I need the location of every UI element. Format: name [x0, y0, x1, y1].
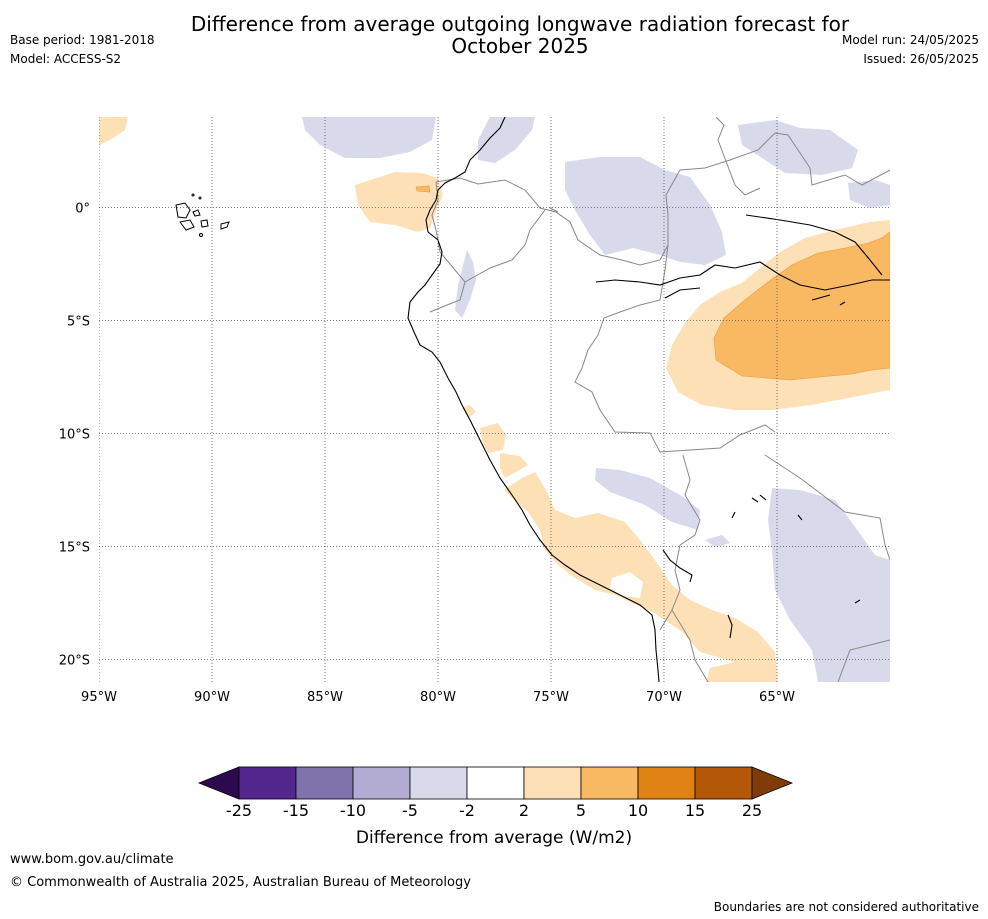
latitude-labels: 0° 5°S 10°S 15°S 20°S — [59, 201, 90, 668]
positive-anomaly-strong-regions — [415, 185, 890, 381]
galapagos-islands — [175, 193, 230, 237]
coastlines — [407, 117, 890, 682]
colorbar-swatch — [352, 766, 411, 800]
colorbar-tick-label: 5 — [576, 801, 586, 820]
model-name: Model: ACCESS-S2 — [10, 52, 122, 66]
longitude-label: 85°W — [307, 690, 343, 705]
map-title: Difference from average outgoing longwav… — [0, 13, 988, 57]
colorbar-tick-label: -10 — [340, 801, 366, 820]
title-line-1: Difference from average outgoing longwav… — [190, 12, 850, 36]
colorbar-tick-label: 15 — [685, 801, 705, 820]
negative-anomaly-regions — [302, 117, 890, 682]
longitude-label: 70°W — [646, 690, 682, 705]
colorbar-swatch — [295, 766, 354, 800]
latitude-label: 5°S — [67, 314, 90, 329]
copyright-text: © Commonwealth of Australia 2025, Austra… — [10, 875, 471, 890]
colorbar-tick-label: 25 — [742, 801, 762, 820]
latitude-label: 20°S — [59, 653, 90, 668]
colorbar-swatch — [466, 766, 525, 800]
colorbar-swatch — [694, 766, 753, 800]
title-line-2: October 2025 — [451, 34, 589, 58]
colorbar-swatch — [637, 766, 696, 800]
longitude-label: 80°W — [420, 690, 456, 705]
colorbar-tick-label: -15 — [283, 801, 309, 820]
colorbar-tick-label: -25 — [226, 801, 252, 820]
website-link[interactable]: www.bom.gov.au/climate — [10, 852, 174, 867]
colorbar-extend-low — [197, 766, 240, 800]
base-period: Base period: 1981-2018 — [10, 33, 155, 47]
latitude-label: 15°S — [59, 540, 90, 555]
map-panel — [99, 117, 890, 682]
graticule — [99, 117, 890, 682]
longitude-label: 75°W — [533, 690, 569, 705]
issued-date: Issued: 26/05/2025 — [863, 52, 979, 66]
longitude-label: 90°W — [194, 690, 230, 705]
colorbar-extend-high — [751, 766, 794, 800]
colorbar-swatch — [238, 766, 297, 800]
colorbar-tick-label: -2 — [459, 801, 475, 820]
latitude-label: 0° — [75, 201, 90, 216]
colorbar-tick-label: 10 — [628, 801, 648, 820]
longitude-labels: 95°W 90°W 85°W 80°W 75°W 70°W 65°W — [81, 690, 795, 705]
boundaries-disclaimer: Boundaries are not considered authoritat… — [713, 900, 979, 914]
colorbar — [197, 766, 794, 800]
longitude-label: 95°W — [81, 690, 117, 705]
colorbar-swatch — [580, 766, 639, 800]
colorbar-tick-labels: -25 -15 -10 -5 -2 2 5 10 15 25 — [226, 801, 762, 820]
latitude-label: 10°S — [59, 427, 90, 442]
colorbar-tick-label: 2 — [519, 801, 529, 820]
longitude-label: 65°W — [759, 690, 795, 705]
colorbar-swatch — [409, 766, 468, 800]
colorbar-label: Difference from average (W/m2) — [356, 828, 632, 848]
model-run: Model run: 24/05/2025 — [841, 33, 979, 47]
neutral-patch — [610, 572, 643, 598]
colorbar-tick-label: -5 — [402, 801, 418, 820]
colorbar-swatch — [523, 766, 582, 800]
country-boundaries — [429, 117, 890, 682]
